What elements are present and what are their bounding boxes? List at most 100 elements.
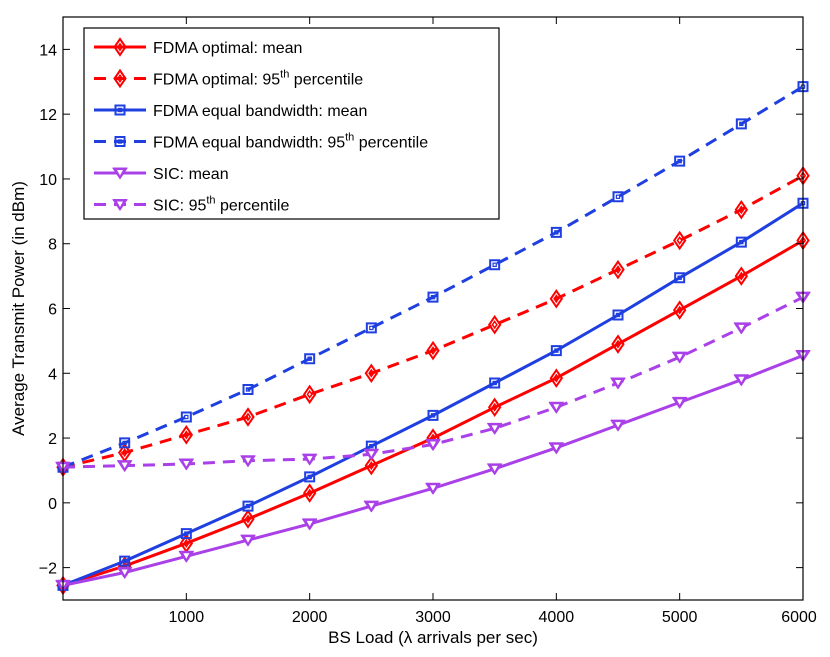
series-4-point-6-inner [369, 325, 374, 331]
series-6-point-12 [733, 322, 749, 335]
series-2-point-5-outline [302, 384, 317, 405]
series-4-point-9-outline [550, 226, 562, 238]
series-1-point-12-inner [738, 271, 745, 281]
series-6-point-4 [240, 455, 256, 467]
series-4-point-2-inner [122, 440, 127, 446]
series-1-point-8 [487, 397, 502, 418]
series-2-point-9-inner [553, 294, 560, 304]
x-axis-label: BS Load (λ arrivals per sec) [328, 628, 538, 647]
series-1-point-11 [672, 300, 687, 320]
legend-marker-2 [113, 68, 127, 89]
series-1-point-10-inner [614, 339, 622, 349]
series-4-point-11-inner [677, 158, 682, 164]
series-1-point-4-outline [241, 509, 255, 529]
series-6-point-6-inner [368, 451, 375, 457]
legend-label-1: FDMA optimal: mean [153, 40, 302, 57]
series-6-point-5-inner [306, 456, 313, 462]
series-1-point-6-outline [364, 455, 379, 476]
series-2-point-10-inner [614, 265, 622, 275]
series-3-point-4 [242, 500, 254, 512]
series-2-point-7-outline [426, 340, 440, 361]
legend-entry-2: FDMA optimal: 95th percentile [94, 69, 363, 89]
series-1-point-4 [241, 509, 255, 529]
series-4-point-3-outline [180, 411, 192, 423]
legend-marker-5-inner [117, 170, 123, 176]
series-3-point-8-inner [492, 380, 497, 386]
series-1-point-11-outline [672, 300, 687, 320]
series-5-point-11 [672, 396, 688, 409]
legend-entry-1: FDMA optimal: mean [94, 37, 302, 57]
series-4-point-7-outline [427, 291, 439, 303]
series-1-point-12 [734, 266, 749, 286]
series-3-point-5-inner [307, 474, 312, 480]
series-2-point-3 [179, 425, 194, 445]
legend-marker-4 [114, 136, 126, 147]
series-1-point-8-outline [487, 397, 502, 418]
series-4-point-10-outline [612, 191, 624, 203]
legend-label-base: FDMA optimal: 95 [153, 72, 280, 89]
series-3-point-10-inner [615, 312, 621, 318]
legend: FDMA optimal: mean FDMA optimal: 95th per… [83, 27, 500, 220]
series-3-point-8 [489, 377, 501, 389]
series-1-point-10-outline [611, 334, 625, 354]
x-tick-label-5: 5000 [662, 609, 698, 626]
legend-entry-6: SIC: 95th percentile [94, 195, 289, 215]
series-5-point-4 [240, 534, 256, 547]
series-1-point-8-inner [491, 402, 498, 412]
series-4-point-6-outline [365, 322, 377, 334]
series-5-point-6-inner [368, 503, 375, 509]
series-6-point-2 [117, 460, 133, 472]
series-3-point-7-outline [427, 409, 439, 421]
series-2-point-6 [364, 363, 379, 384]
series-6-point-11 [672, 351, 688, 364]
series-2-point-8 [487, 314, 502, 335]
series-1-point-6-inner [368, 461, 375, 471]
series-4-point-2-outline [119, 437, 131, 449]
series-6-point-9 [548, 401, 564, 414]
y-axis-label: Average Transmit Power (in dBm) [9, 181, 28, 436]
series-1-point-10 [611, 334, 625, 354]
legend-marker-1-inner [116, 42, 124, 52]
series-3-point-13-outline [797, 197, 809, 209]
y-tick-label-6: 8 [48, 237, 57, 254]
series-6-point-4-inner [245, 457, 251, 464]
legend-marker-1-outline [113, 37, 127, 57]
series-3-point-11-outline [674, 272, 686, 284]
series-2-point-9 [549, 289, 564, 309]
series-5-point-11-inner [676, 399, 683, 405]
series-2-point-10-outline [611, 259, 625, 280]
legend-marker-4-outline [114, 136, 126, 147]
series-3-point-5-outline [304, 471, 316, 483]
series-6-point-2-inner [121, 462, 128, 469]
series-5-point-6 [363, 500, 379, 513]
series-2-point-3-outline [179, 425, 194, 445]
series-4-point-5-inner [307, 356, 312, 361]
series-2-point-6-inner [368, 368, 375, 378]
series-4-point-11 [674, 155, 686, 167]
legend-label-4: FDMA equal bandwidth: 95th percentile [153, 132, 428, 152]
y-tick-label-3: 2 [48, 431, 57, 448]
series-3-point-7 [427, 409, 439, 421]
series-5-point-8 [487, 463, 503, 476]
series-3-point-2-inner [122, 558, 127, 564]
legend-label-tail: percentile [216, 198, 290, 215]
series-2-point-4-inner [244, 412, 252, 422]
series-2-point-7 [426, 340, 440, 361]
series-2-point-2-inner [121, 448, 128, 458]
series-5-point-10-inner [615, 422, 621, 428]
series-6-point-10-inner [615, 379, 621, 386]
series-5-point-5-inner [306, 520, 313, 527]
series-3-point-6-inner [369, 443, 374, 449]
series-2-point-7-inner [429, 346, 437, 356]
series-2-point-11-outline [672, 230, 687, 251]
series-5-point-9-inner [553, 444, 560, 451]
legend-marker-6-inner [117, 201, 123, 207]
series-5-point-7-inner [430, 485, 436, 491]
series-5-point-4-inner [245, 537, 251, 543]
series-2-point-8-inner [491, 320, 498, 330]
legend-entry-3: FDMA equal bandwidth: mean [94, 103, 367, 120]
legend-marker-4-inner [117, 139, 123, 144]
series-5-point-7 [425, 482, 441, 495]
series-4-point-2 [119, 437, 131, 449]
